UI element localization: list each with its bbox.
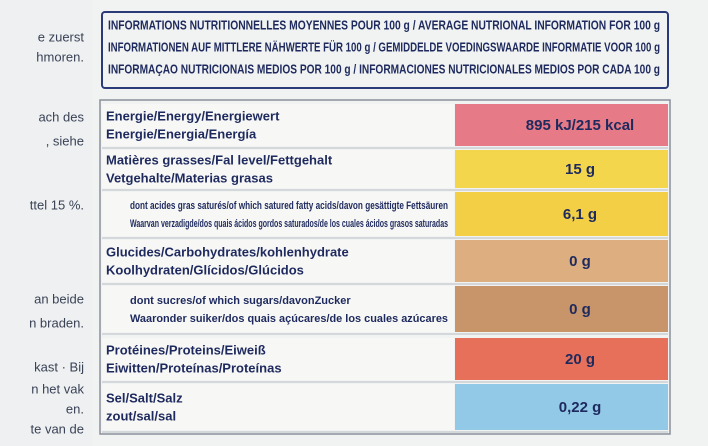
side-panel — [0, 0, 92, 446]
side-text: e zuerst — [38, 29, 85, 44]
label-cell — [102, 150, 454, 188]
side-text: ttel 15 %. — [30, 197, 84, 212]
value-cell — [455, 240, 668, 282]
header-box — [101, 11, 669, 89]
side-text: an beide — [34, 291, 84, 306]
side-text: en. — [66, 401, 84, 416]
nutrient-label: dont acides gras saturés/of which sature… — [130, 200, 448, 212]
value-cell — [455, 338, 668, 380]
value-cell — [455, 384, 668, 430]
nutrient-label: Eiwitten/Proteínas/Proteínas — [106, 360, 282, 375]
nutrient-value: 0 g — [569, 301, 591, 318]
side-text: , siehe — [46, 133, 84, 148]
side-text: kast · Bij — [34, 359, 84, 374]
label-cell — [102, 104, 454, 146]
side-text: hmoren. — [36, 49, 84, 64]
label-cell — [102, 192, 454, 236]
nutrient-label: dont sucres/of which sugars/davonZucker — [130, 295, 351, 307]
nutrient-value: 895 kJ/215 kcal — [526, 117, 634, 134]
label-cell — [102, 384, 454, 430]
nutrient-label: Energie/Energia/Energía — [106, 126, 257, 141]
table-border — [99, 99, 671, 435]
nutrient-label: Waarvan verzadigde/dos quais ácidos gord… — [130, 218, 448, 230]
nutrient-value: 15 g — [565, 161, 595, 178]
label-cell — [102, 338, 454, 380]
nutrient-label: Matières grasses/Fal level/Fettgehalt — [106, 152, 333, 167]
value-cell — [455, 286, 668, 332]
label-cell — [102, 240, 454, 282]
header-line: INFORMAÇAO NUTRICIONAIS MEDIOS POR 100 g… — [108, 61, 660, 76]
nutrient-value: 0,22 g — [559, 399, 602, 416]
side-text: n het vak — [31, 381, 84, 396]
value-cell — [455, 150, 668, 188]
nutrient-label: Glucides/Carbohydrates/kohlenhydrate — [106, 244, 349, 259]
nutrient-label: Energie/Energy/Energiewert — [106, 108, 280, 123]
value-cell — [455, 192, 668, 236]
side-text: ach des — [38, 109, 84, 124]
nutrient-label: Vetgehalte/Materias grasas — [106, 170, 273, 185]
header-line: INFORMATIONEN AUF MITTLERE NÄHWERTE FÜR … — [108, 39, 660, 54]
nutrient-label: Waaronder suiker/dos quais açúcares/de l… — [130, 313, 448, 325]
value-cell — [455, 104, 668, 146]
nutrient-value: 6,1 g — [563, 206, 597, 223]
nutrient-label: zout/sal/sal — [106, 408, 176, 423]
nutrient-value: 0 g — [569, 253, 591, 270]
nutrient-value: 20 g — [565, 351, 595, 368]
nutrient-label: Koolhydraten/Glícidos/Glúcidos — [106, 262, 304, 277]
side-text: te van de — [31, 421, 85, 436]
side-text: n braden. — [29, 315, 84, 330]
label-cell — [102, 286, 454, 332]
nutrient-label: Protéines/Proteins/Eiweiß — [106, 342, 266, 357]
header-line: INFORMATIONS NUTRITIONNELLES MOYENNES PO… — [108, 17, 660, 32]
nutrient-label: Sel/Salt/Salz — [106, 390, 183, 405]
